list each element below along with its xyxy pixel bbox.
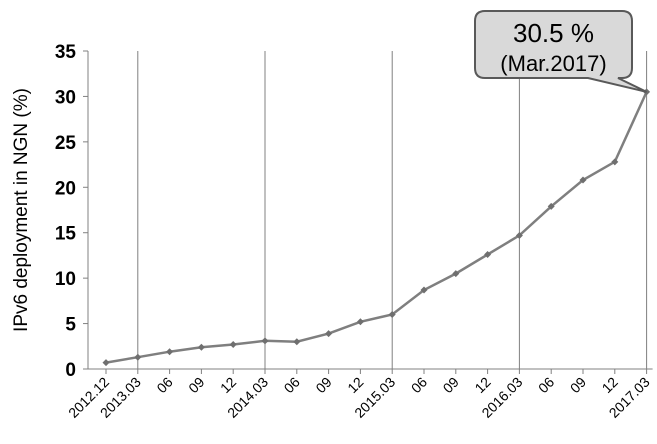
data-point [166,348,174,356]
grid-lines [137,51,648,369]
y-tick-label: 30 [55,87,76,108]
annotation-callout: 30.5 % (Mar.2017) [474,10,648,93]
annotation-date: (Mar.2017) [500,51,606,76]
callout-bubble [474,10,648,93]
x-tick-label: 06 [408,374,430,396]
y-tick-label: 20 [55,178,76,199]
data-point [484,251,492,259]
data-point [388,310,396,318]
data-point [229,340,237,348]
x-tick-label: 09 [312,374,334,396]
y-tick-label: 5 [65,315,76,336]
data-series [102,88,651,367]
y-tick-label: 0 [65,360,76,381]
x-tick-label: 09 [185,374,207,396]
x-tick-label: 06 [535,374,557,396]
x-tick-label: 06 [281,374,303,396]
y-tick-label: 15 [55,224,77,245]
data-point [579,176,587,184]
data-point [515,231,523,239]
y-axis-ticks: 0 5 10 15 20 25 30 35 [55,42,88,381]
data-point [356,318,364,326]
annotation-value: 30.5 % [513,18,594,48]
data-point [293,338,301,346]
data-point [420,286,428,294]
data-point [261,337,269,345]
x-tick-label: 12 [217,374,239,396]
data-point [102,359,110,367]
data-point [197,343,205,351]
y-axis-label: IPv6 deployment in NGN (%) [11,88,32,332]
x-tick-label: 09 [567,374,589,396]
x-tick-label: 06 [153,374,175,396]
x-tick-label: 12 [471,374,493,396]
data-point [547,202,555,210]
data-point [611,158,619,166]
x-tick-label: 12 [344,374,366,396]
data-point [325,330,333,338]
axes [87,51,653,370]
y-tick-label: 25 [55,133,77,154]
y-tick-label: 35 [55,42,77,63]
x-tick-label: 12 [599,374,621,396]
data-point [134,353,142,361]
y-tick-label: 10 [55,269,76,290]
x-tick-label: 09 [440,374,462,396]
data-point [452,270,460,278]
series-line [105,91,648,364]
